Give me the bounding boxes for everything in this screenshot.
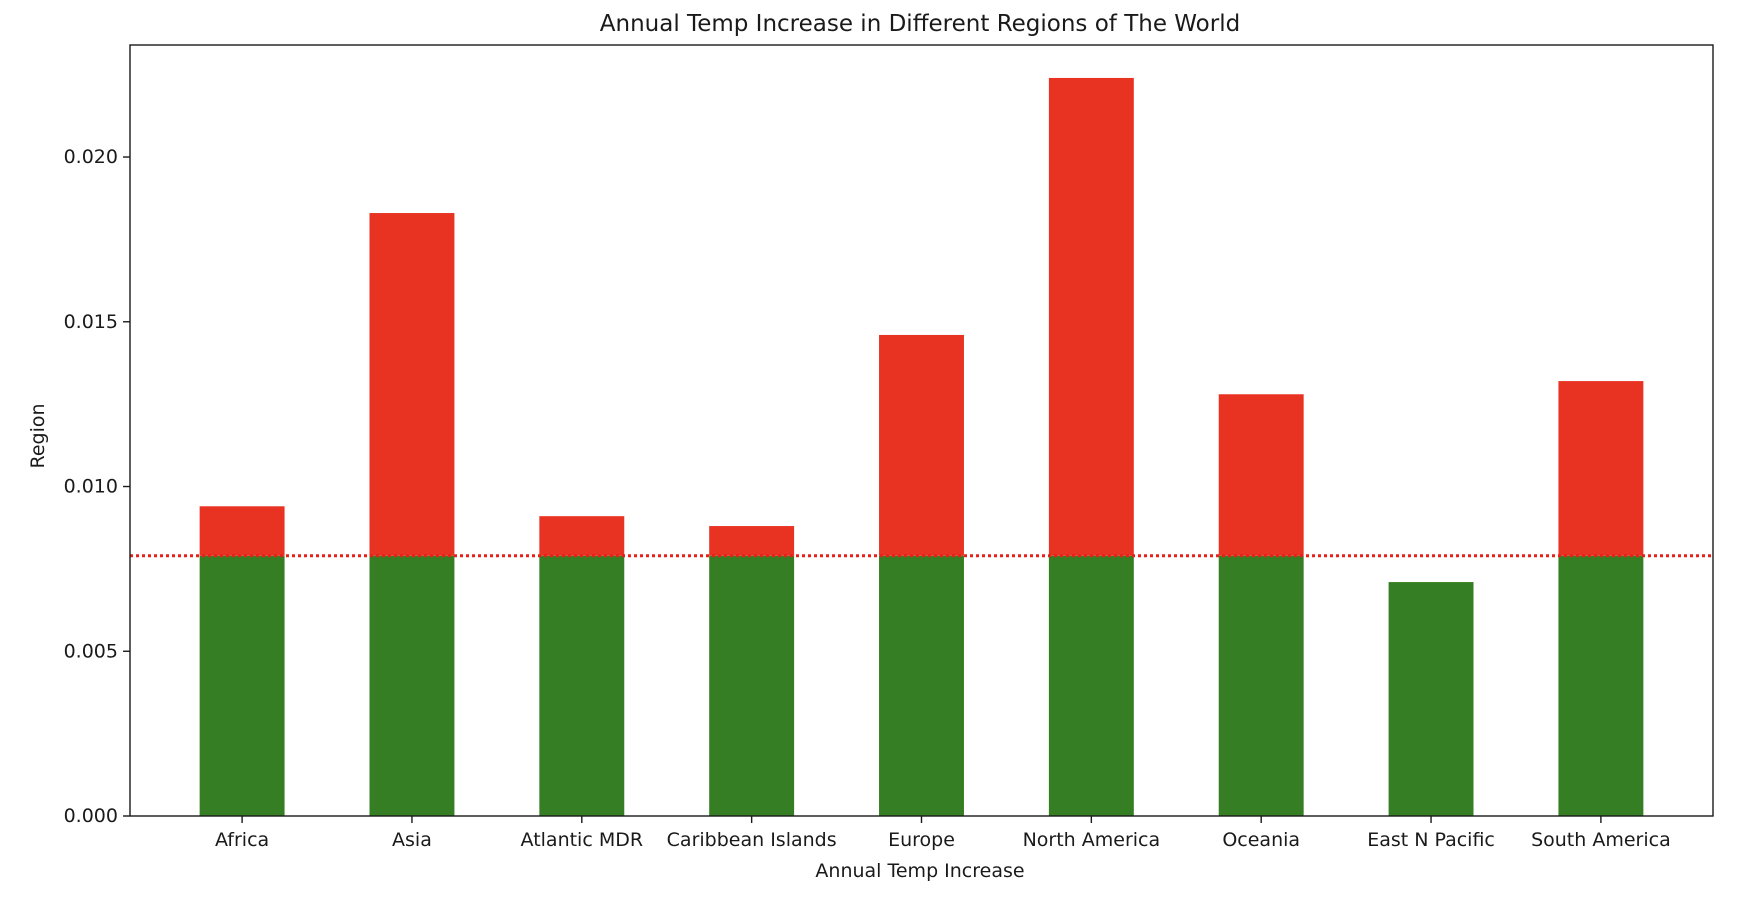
bar-above-threshold: [1048, 77, 1134, 556]
x-tick-label: Atlantic MDR: [521, 829, 644, 851]
bar-above-threshold: [1218, 394, 1304, 556]
bar-above-threshold: [369, 213, 455, 556]
x-axis: Africa Asia Atlantic MDR Caribbean Islands E…: [215, 816, 1671, 851]
bar-above-threshold: [1558, 381, 1644, 556]
x-tick-label: Africa: [215, 829, 269, 851]
x-tick-label: Europe: [888, 829, 955, 851]
bar-below-threshold: [1218, 555, 1304, 816]
y-tick-label: 0.010: [64, 476, 118, 498]
bar-below-threshold: [369, 555, 455, 816]
bar-below-threshold: [1388, 582, 1474, 816]
x-tick-label: Asia: [392, 829, 432, 851]
bar-above-threshold: [199, 506, 285, 556]
x-tick-label: South America: [1531, 829, 1671, 851]
y-tick-label: 0.005: [64, 640, 118, 662]
x-tick-label: Caribbean Islands: [667, 829, 837, 851]
x-tick-label: North America: [1023, 829, 1161, 851]
bar-below-threshold: [199, 555, 285, 816]
bar-below-threshold: [1048, 555, 1134, 816]
y-axis-label: Region: [27, 403, 49, 468]
bar-above-threshold: [539, 516, 625, 556]
bar-below-threshold: [1558, 555, 1644, 816]
chart-title: Annual Temp Increase in Different Region…: [600, 11, 1240, 37]
bar-above-threshold: [879, 334, 964, 556]
bar-below-threshold: [539, 555, 625, 816]
y-tick-label: 0.020: [64, 146, 118, 168]
x-axis-label: Annual Temp Increase: [815, 860, 1024, 882]
x-tick-label: East N Pacific: [1367, 829, 1495, 851]
bar-below-threshold: [709, 555, 795, 816]
y-axis: 0.000 0.005 0.010 0.015 0.020: [64, 146, 130, 827]
bars-layer: [199, 77, 1644, 816]
y-tick-label: 0.000: [64, 805, 118, 827]
y-tick-label: 0.015: [64, 311, 118, 333]
bar-below-threshold: [879, 555, 964, 816]
bar-above-threshold: [709, 526, 795, 556]
x-tick-label: Oceania: [1222, 829, 1300, 851]
